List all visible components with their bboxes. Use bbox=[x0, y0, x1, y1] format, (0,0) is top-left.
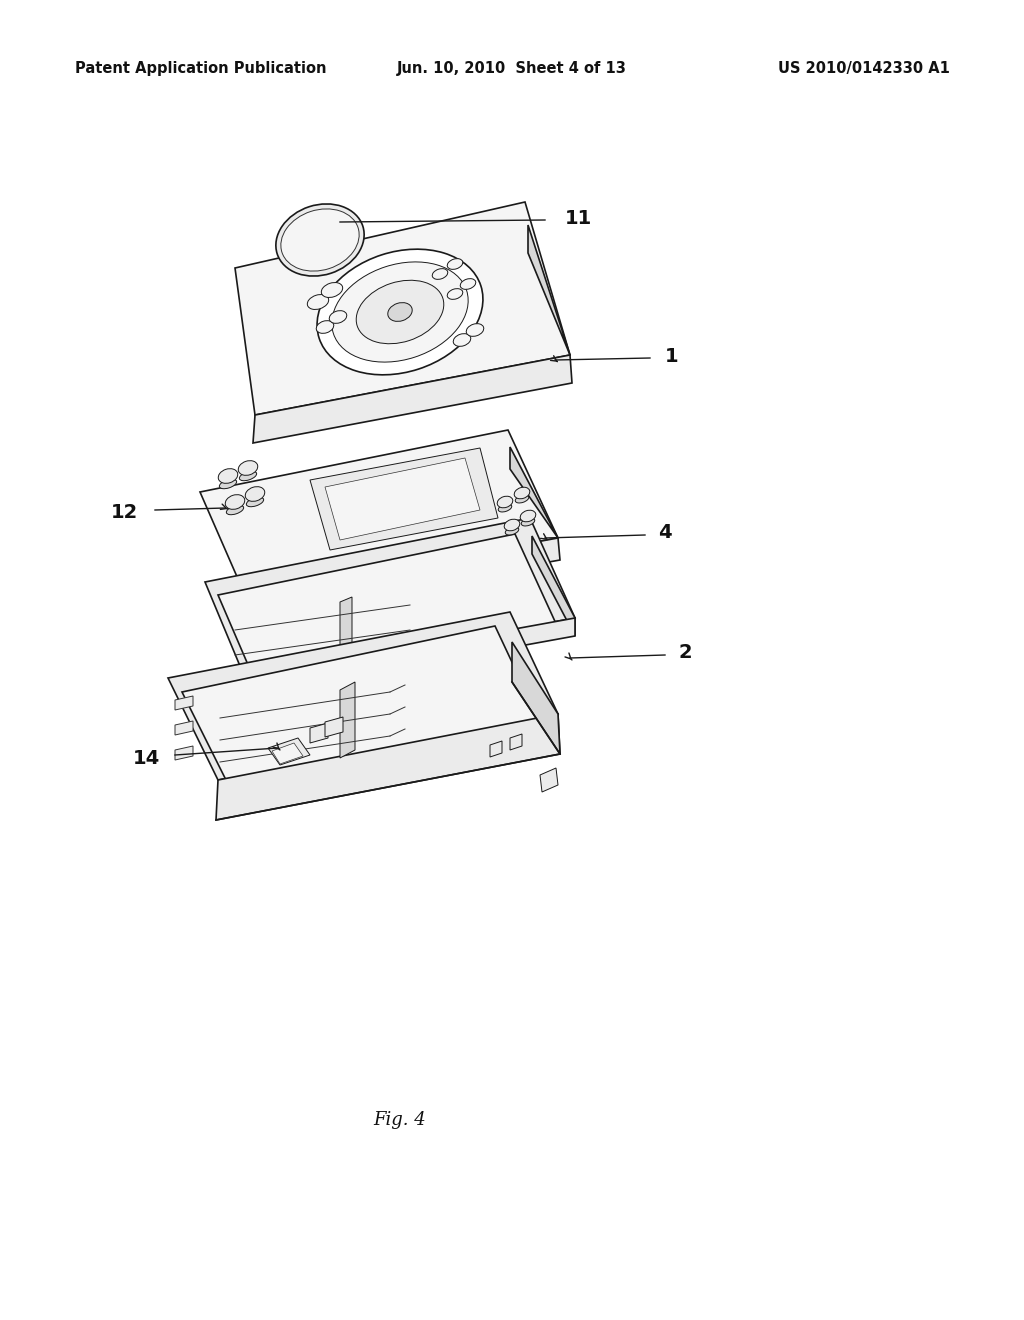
Polygon shape bbox=[205, 517, 575, 678]
Ellipse shape bbox=[460, 279, 476, 289]
Polygon shape bbox=[175, 696, 193, 710]
Ellipse shape bbox=[245, 487, 265, 502]
Polygon shape bbox=[200, 430, 558, 595]
Ellipse shape bbox=[239, 461, 258, 475]
Polygon shape bbox=[310, 723, 328, 743]
Polygon shape bbox=[243, 539, 560, 616]
Ellipse shape bbox=[226, 506, 244, 515]
Ellipse shape bbox=[225, 495, 245, 510]
Ellipse shape bbox=[515, 495, 528, 503]
Text: Fig. 4: Fig. 4 bbox=[374, 1111, 426, 1129]
Text: US 2010/0142330 A1: US 2010/0142330 A1 bbox=[778, 61, 950, 75]
Ellipse shape bbox=[218, 469, 238, 483]
Polygon shape bbox=[310, 447, 498, 550]
Ellipse shape bbox=[316, 321, 334, 334]
Ellipse shape bbox=[505, 527, 519, 535]
Text: 1: 1 bbox=[665, 346, 679, 366]
Polygon shape bbox=[325, 458, 480, 540]
Ellipse shape bbox=[356, 280, 443, 343]
Polygon shape bbox=[253, 355, 572, 444]
Text: 11: 11 bbox=[565, 209, 592, 227]
Polygon shape bbox=[528, 224, 570, 355]
Ellipse shape bbox=[322, 282, 343, 297]
Text: 4: 4 bbox=[658, 524, 672, 543]
Polygon shape bbox=[182, 626, 542, 792]
Polygon shape bbox=[168, 612, 558, 780]
Polygon shape bbox=[340, 597, 352, 665]
Polygon shape bbox=[268, 738, 310, 766]
Ellipse shape bbox=[498, 496, 513, 508]
Text: 14: 14 bbox=[133, 748, 160, 767]
Polygon shape bbox=[234, 202, 570, 414]
Ellipse shape bbox=[514, 487, 529, 499]
Ellipse shape bbox=[388, 302, 413, 321]
Polygon shape bbox=[175, 721, 193, 735]
Polygon shape bbox=[216, 714, 560, 820]
Ellipse shape bbox=[447, 259, 463, 269]
Ellipse shape bbox=[504, 519, 520, 531]
Text: Patent Application Publication: Patent Application Publication bbox=[75, 61, 327, 75]
Ellipse shape bbox=[432, 269, 447, 280]
Ellipse shape bbox=[521, 517, 535, 525]
Polygon shape bbox=[510, 447, 558, 539]
Ellipse shape bbox=[499, 504, 512, 512]
Ellipse shape bbox=[247, 498, 263, 507]
Polygon shape bbox=[510, 734, 522, 750]
Ellipse shape bbox=[219, 479, 237, 488]
Polygon shape bbox=[218, 535, 558, 688]
Polygon shape bbox=[512, 642, 560, 754]
Ellipse shape bbox=[317, 249, 483, 375]
Ellipse shape bbox=[466, 323, 483, 337]
Text: Jun. 10, 2010  Sheet 4 of 13: Jun. 10, 2010 Sheet 4 of 13 bbox=[397, 61, 627, 75]
Ellipse shape bbox=[275, 203, 365, 276]
Ellipse shape bbox=[240, 471, 257, 480]
Polygon shape bbox=[175, 746, 193, 760]
Polygon shape bbox=[340, 682, 355, 758]
Text: 2: 2 bbox=[678, 644, 691, 663]
Ellipse shape bbox=[454, 334, 471, 346]
Text: 12: 12 bbox=[111, 503, 138, 521]
Polygon shape bbox=[245, 618, 575, 696]
Polygon shape bbox=[540, 768, 558, 792]
Ellipse shape bbox=[281, 209, 359, 271]
Ellipse shape bbox=[447, 289, 463, 300]
Polygon shape bbox=[532, 536, 575, 636]
Polygon shape bbox=[490, 741, 502, 756]
Polygon shape bbox=[325, 717, 343, 737]
Polygon shape bbox=[272, 743, 303, 764]
Ellipse shape bbox=[307, 294, 329, 309]
Ellipse shape bbox=[520, 511, 536, 521]
Ellipse shape bbox=[330, 310, 347, 323]
Ellipse shape bbox=[332, 261, 468, 362]
